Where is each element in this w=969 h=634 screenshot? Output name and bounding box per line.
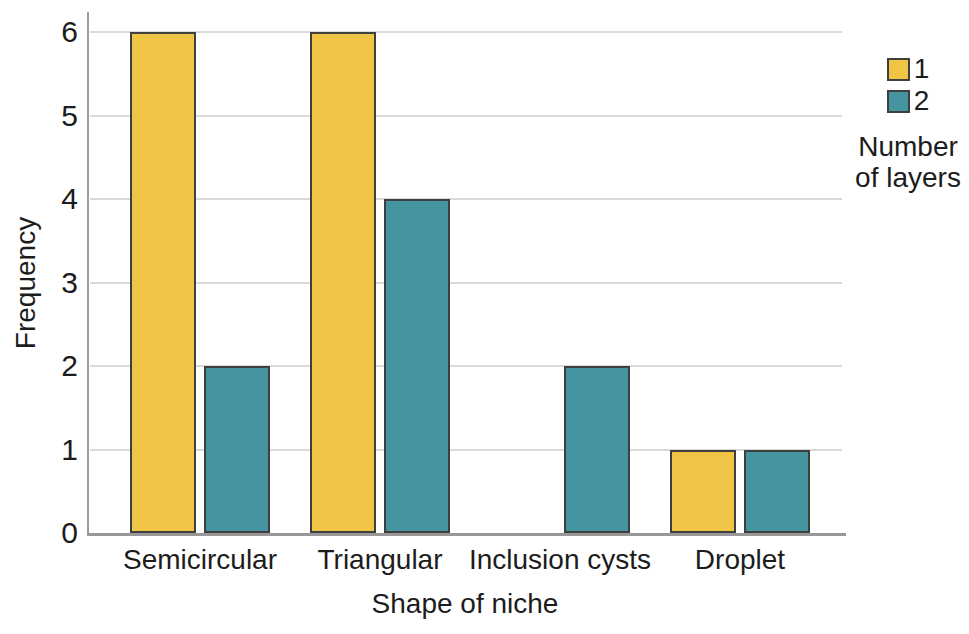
legend-entry-label: 1 [914, 54, 930, 84]
bar-triangular-layers-2 [384, 199, 450, 533]
y-tick-label-3: 3 [18, 267, 78, 299]
y-tick-label-2: 2 [18, 350, 78, 382]
legend-swatch-1 [887, 58, 910, 81]
x-tick-label-droplet: Droplet [695, 545, 785, 575]
gridline-4 [90, 198, 842, 200]
y-tick-label-4: 4 [18, 183, 78, 215]
legend-entry-1: 1 [848, 53, 968, 85]
bar-inclusion-cysts-layers-2 [564, 366, 630, 533]
gridline-3 [90, 282, 842, 284]
x-axis-line [87, 533, 846, 536]
legend-entry-2: 2 [848, 85, 968, 117]
legend-entry-label: 2 [914, 86, 930, 116]
bar-semicircular-layers-2 [204, 366, 270, 533]
bar-droplet-layers-1 [670, 450, 736, 534]
gridline-5 [90, 115, 842, 117]
y-tick-label-5: 5 [18, 100, 78, 132]
y-tick-label-0: 0 [18, 517, 78, 549]
x-tick-label-inclusion-cysts: Inclusion cysts [469, 545, 651, 575]
y-tick-label-1: 1 [18, 434, 78, 466]
legend-entries: 12 [848, 53, 968, 117]
legend-title: Number of layers [850, 131, 966, 193]
bar-triangular-layers-1 [310, 32, 376, 533]
x-tick-label-triangular: Triangular [317, 545, 442, 575]
gridline-2 [90, 365, 842, 367]
legend-swatch-2 [887, 90, 910, 113]
grouped-bar-chart: Frequency Shape of niche 12 Number of la… [0, 0, 969, 634]
y-axis-line [87, 12, 89, 536]
x-axis-title: Shape of niche [372, 588, 559, 620]
x-tick-label-semicircular: Semicircular [123, 545, 277, 575]
bar-semicircular-layers-1 [130, 32, 196, 533]
bar-droplet-layers-2 [744, 450, 810, 534]
y-tick-label-6: 6 [18, 16, 78, 48]
legend: 12 Number of layers [848, 53, 968, 193]
gridline-6 [90, 31, 842, 33]
